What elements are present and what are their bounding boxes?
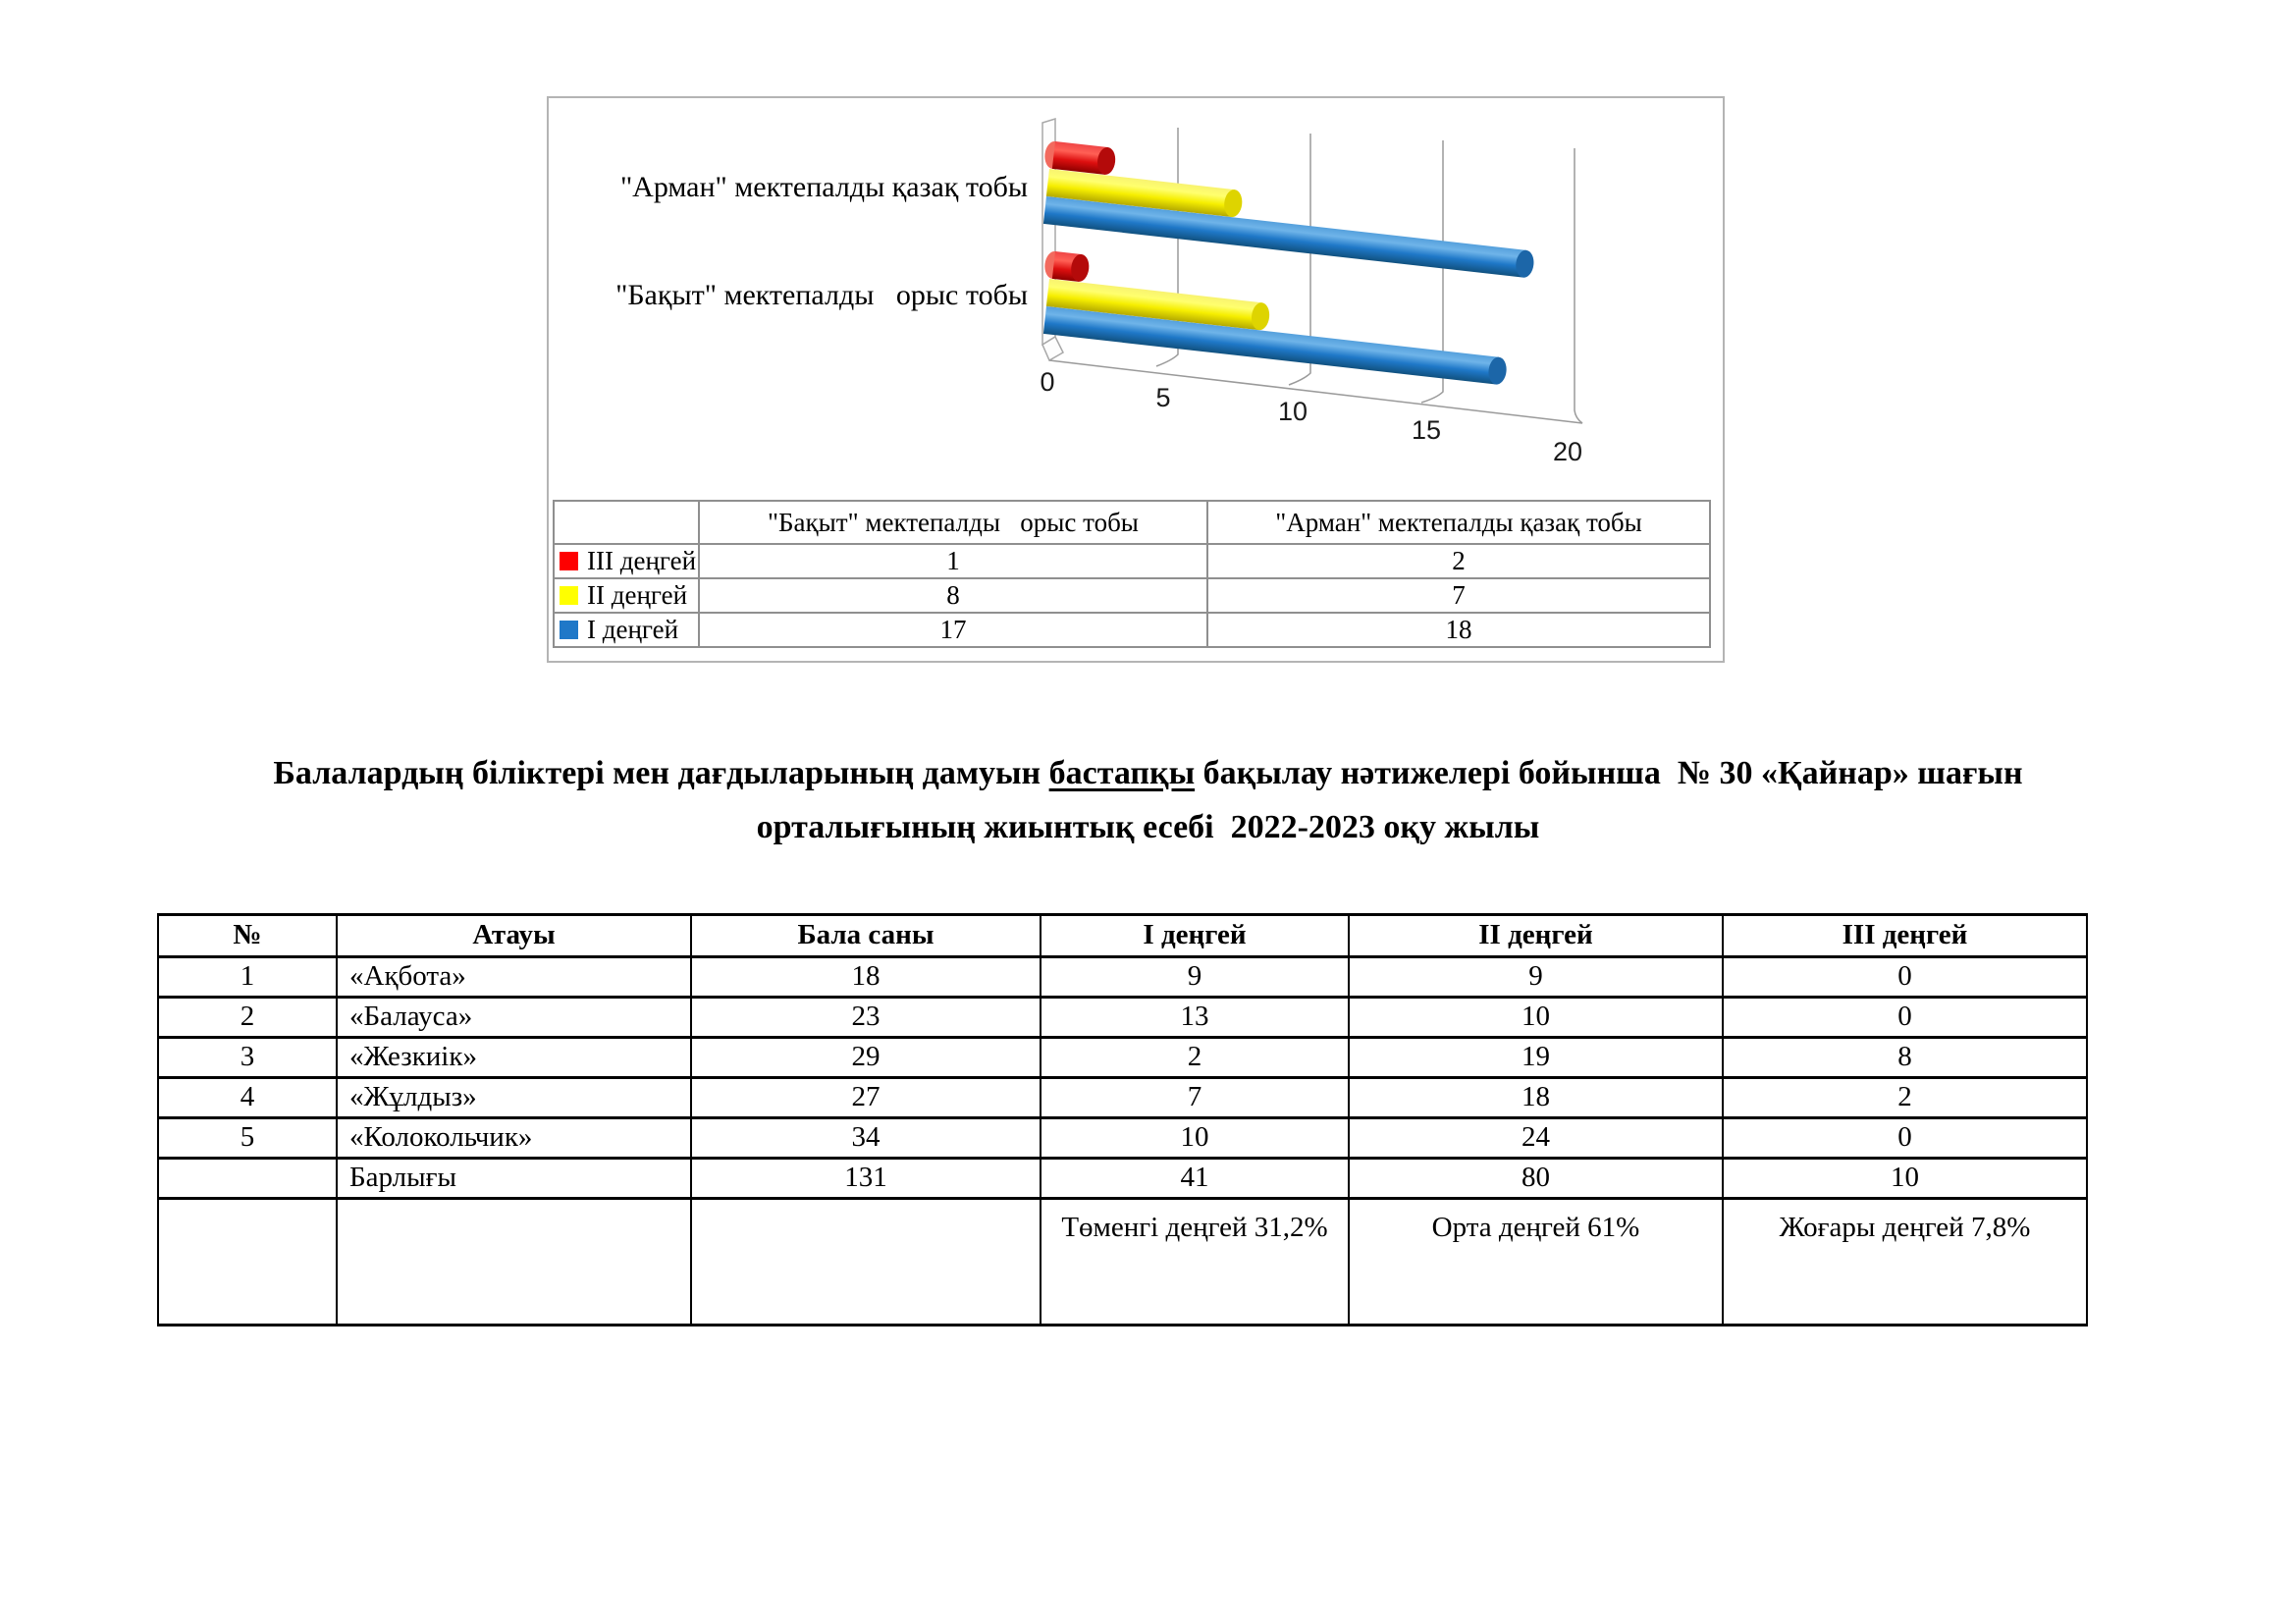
value-cell: 7 [1206, 577, 1711, 614]
chart-data-table: "Бақыт" мектепалды орыс тобы "Арман" мек… [553, 500, 1711, 648]
col-header-level2: II деңгей [1348, 913, 1724, 958]
chart-gridlines [1048, 128, 1583, 424]
x-tick-10: 10 [1278, 397, 1308, 426]
table-row: 3 «Жезкиік» 29 2 19 8 [157, 1036, 2088, 1079]
bar-arman-II [1045, 169, 1243, 218]
legend-label: I деңгей [587, 615, 679, 645]
legend-row-I: I деңгей [553, 612, 700, 648]
table-row-total: Барлығы 131 41 80 10 [157, 1157, 2088, 1200]
col-header-num: № [157, 913, 338, 958]
chart-table-corner [553, 500, 700, 545]
value-cell: 18 [1206, 612, 1711, 648]
table-row: 4 «Жұлдыз» 27 7 18 2 [157, 1076, 2088, 1119]
col-header-count: Бала саны [690, 913, 1041, 958]
table-row: 1 «Ақбота» 18 9 9 0 [157, 955, 2088, 999]
col-header-level1: I деңгей [1040, 913, 1350, 958]
page-title: Балалардың біліктері мен дағдыларының да… [273, 755, 2023, 845]
legend-row-II: II деңгей [553, 577, 700, 614]
legend-label: III деңгей [587, 546, 697, 576]
blue-square-icon [560, 621, 578, 639]
value-cell: 2 [1206, 543, 1711, 579]
chart-table-header-bakyt: "Бақыт" мектепалды орыс тобы [698, 500, 1208, 545]
col-header-level3: III деңгей [1722, 913, 2088, 958]
legend-label: II деңгей [587, 580, 688, 611]
col-header-name: Атауы [336, 913, 692, 958]
table-row-percentages: Төменгі деңгей 31,2% Орта деңгей 61% Жоғ… [157, 1197, 2088, 1326]
bar-chart-3d: "Арман" мектепалды қазақ тобы "Бақыт" ме… [615, 117, 1583, 466]
x-tick-0: 0 [1040, 367, 1054, 397]
category-label-arman: "Арман" мектепалды қазақ тобы [620, 171, 1028, 203]
x-tick-5: 5 [1155, 383, 1170, 412]
legend-row-III: III деңгей [553, 543, 700, 579]
red-square-icon [560, 552, 578, 570]
yellow-square-icon [560, 586, 578, 605]
bar-bakyt-III [1044, 250, 1090, 282]
bar-bakyt-I [1042, 306, 1507, 385]
chart-box: "Арман" мектепалды қазақ тобы "Бақыт" ме… [547, 96, 1725, 663]
value-cell: 17 [698, 612, 1208, 648]
table-row: 5 «Колокольчик» 34 10 24 0 [157, 1116, 2088, 1160]
summary-table: № Атауы Бала саны I деңгей II деңгей III… [157, 913, 2088, 1326]
category-label-bakyt: "Бақыт" мектепалды орыс тобы [615, 279, 1028, 311]
value-cell: 1 [698, 543, 1208, 579]
chart-table-header-arman: "Арман" мектепалды қазақ тобы [1206, 500, 1711, 545]
chart-floor-edge [1048, 359, 1583, 424]
underlined-word: бастапқы [1048, 755, 1196, 791]
table-row: 2 «Балауса» 23 13 10 0 [157, 996, 2088, 1039]
bar-bakyt-II [1045, 279, 1270, 331]
bar-arman-I [1042, 196, 1534, 278]
table-header-row: № Атауы Бала саны I деңгей II деңгей III… [157, 913, 2088, 958]
bar-arman-III [1044, 140, 1116, 175]
x-tick-15: 15 [1412, 415, 1441, 445]
value-cell: 8 [698, 577, 1208, 614]
x-tick-20: 20 [1553, 437, 1582, 466]
